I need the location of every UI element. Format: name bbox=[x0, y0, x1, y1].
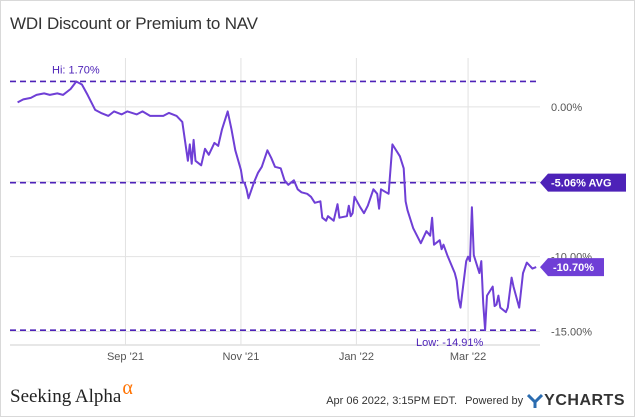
x-tick-label: Mar '22 bbox=[450, 351, 486, 363]
chart-footer: Apr 06 2022, 3:15PM EDT. Powered by YCHA… bbox=[326, 392, 625, 410]
brand-name: Seeking Alpha bbox=[10, 386, 122, 407]
average-badge: -5.06% AVG bbox=[540, 173, 626, 192]
timestamp: Apr 06 2022, 3:15PM EDT. bbox=[326, 395, 458, 407]
last-value-label: -10.70% bbox=[553, 262, 594, 274]
x-tick-label: Sep '21 bbox=[107, 351, 144, 363]
seeking-alpha-logo: Seeking Alphaα bbox=[10, 377, 133, 408]
chart-title: WDI Discount or Premium to NAV bbox=[10, 14, 258, 33]
last-value-badge: -10.70% bbox=[540, 258, 604, 277]
low-label: Low: -14.91% bbox=[416, 337, 483, 349]
average-badge-shape bbox=[540, 173, 626, 192]
average-label: -5.06% AVG bbox=[551, 178, 612, 190]
powered-by-label: Powered by bbox=[465, 395, 524, 407]
x-tick-label: Nov '21 bbox=[222, 351, 259, 363]
series-line-group bbox=[17, 80, 537, 331]
x-tick-label: Jan '22 bbox=[339, 351, 374, 363]
series-line bbox=[17, 80, 537, 331]
y-tick-label: 0.00% bbox=[551, 102, 582, 114]
ycharts-logo[interactable]: YCHARTS bbox=[527, 392, 625, 410]
ycharts-wordmark: YCHARTS bbox=[544, 392, 625, 409]
alpha-mark: α bbox=[122, 377, 133, 399]
reference-lines bbox=[10, 80, 540, 331]
ycharts-y-icon bbox=[527, 393, 544, 408]
last-value-badge-shape bbox=[540, 258, 604, 277]
y-tick-label: -15.00% bbox=[551, 327, 592, 339]
high-label: Hi: 1.70% bbox=[52, 64, 100, 76]
